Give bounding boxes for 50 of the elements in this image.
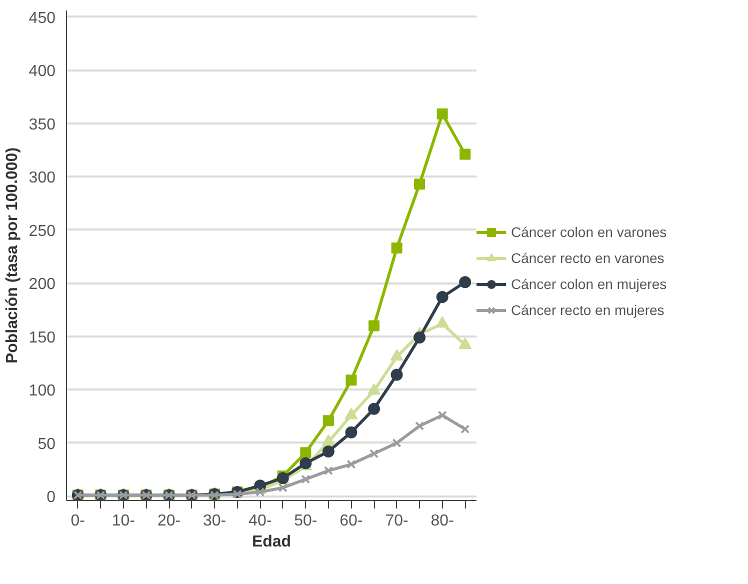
point	[301, 474, 310, 484]
point	[345, 426, 358, 438]
x-tick-label: 10-	[112, 512, 136, 530]
x-tick-label: 20-	[157, 512, 181, 530]
point	[415, 421, 424, 430]
legend-label: Cáncer recto en mujeres	[511, 302, 664, 318]
y-tick-label: 0	[46, 489, 56, 506]
y-tick-label: 300	[28, 170, 56, 187]
point	[459, 276, 472, 288]
point	[368, 402, 380, 415]
y-tick-label: 450	[28, 10, 56, 27]
y-tick-label: 100	[28, 382, 56, 400]
y-tick-label: 250	[28, 222, 56, 240]
point	[278, 483, 288, 492]
point	[391, 242, 402, 254]
point	[256, 487, 265, 497]
point	[392, 438, 402, 448]
x-tick-label: 70-	[385, 512, 408, 530]
x-tick-label: 60-	[340, 512, 363, 530]
y-tick-label: 150	[28, 329, 56, 346]
x-tick-label: 0-	[70, 512, 86, 530]
point	[322, 415, 334, 426]
point	[414, 332, 426, 344]
point	[368, 320, 380, 332]
point	[322, 446, 334, 458]
point	[390, 368, 403, 381]
y-tick-label: 50	[38, 436, 56, 453]
point	[460, 424, 470, 434]
legend-label: Cáncer recto en varones	[511, 250, 664, 266]
y-tick-label: 400	[28, 63, 56, 80]
point	[324, 466, 333, 476]
point	[346, 374, 357, 386]
y-axis-title: Población (tasa por 100.000)	[4, 147, 21, 364]
x-tick-label: 40-	[248, 512, 272, 530]
point	[438, 410, 447, 420]
x-tick-label: 50-	[294, 512, 318, 530]
x-axis-title: Edad	[252, 534, 292, 550]
point	[414, 178, 426, 190]
x-tick-label: 80-	[430, 512, 454, 530]
legend-label: Cáncer colon en mujeres	[511, 276, 667, 292]
y-tick-label: 200	[28, 276, 56, 294]
point	[346, 460, 356, 469]
y-tick-label: 350	[28, 116, 56, 134]
point	[300, 447, 312, 458]
point	[436, 291, 448, 304]
legend-label: Cáncer colon en varones	[511, 224, 667, 240]
point	[436, 108, 448, 120]
point	[460, 148, 471, 160]
point	[369, 449, 379, 458]
x-tick-label: 30-	[202, 512, 226, 530]
